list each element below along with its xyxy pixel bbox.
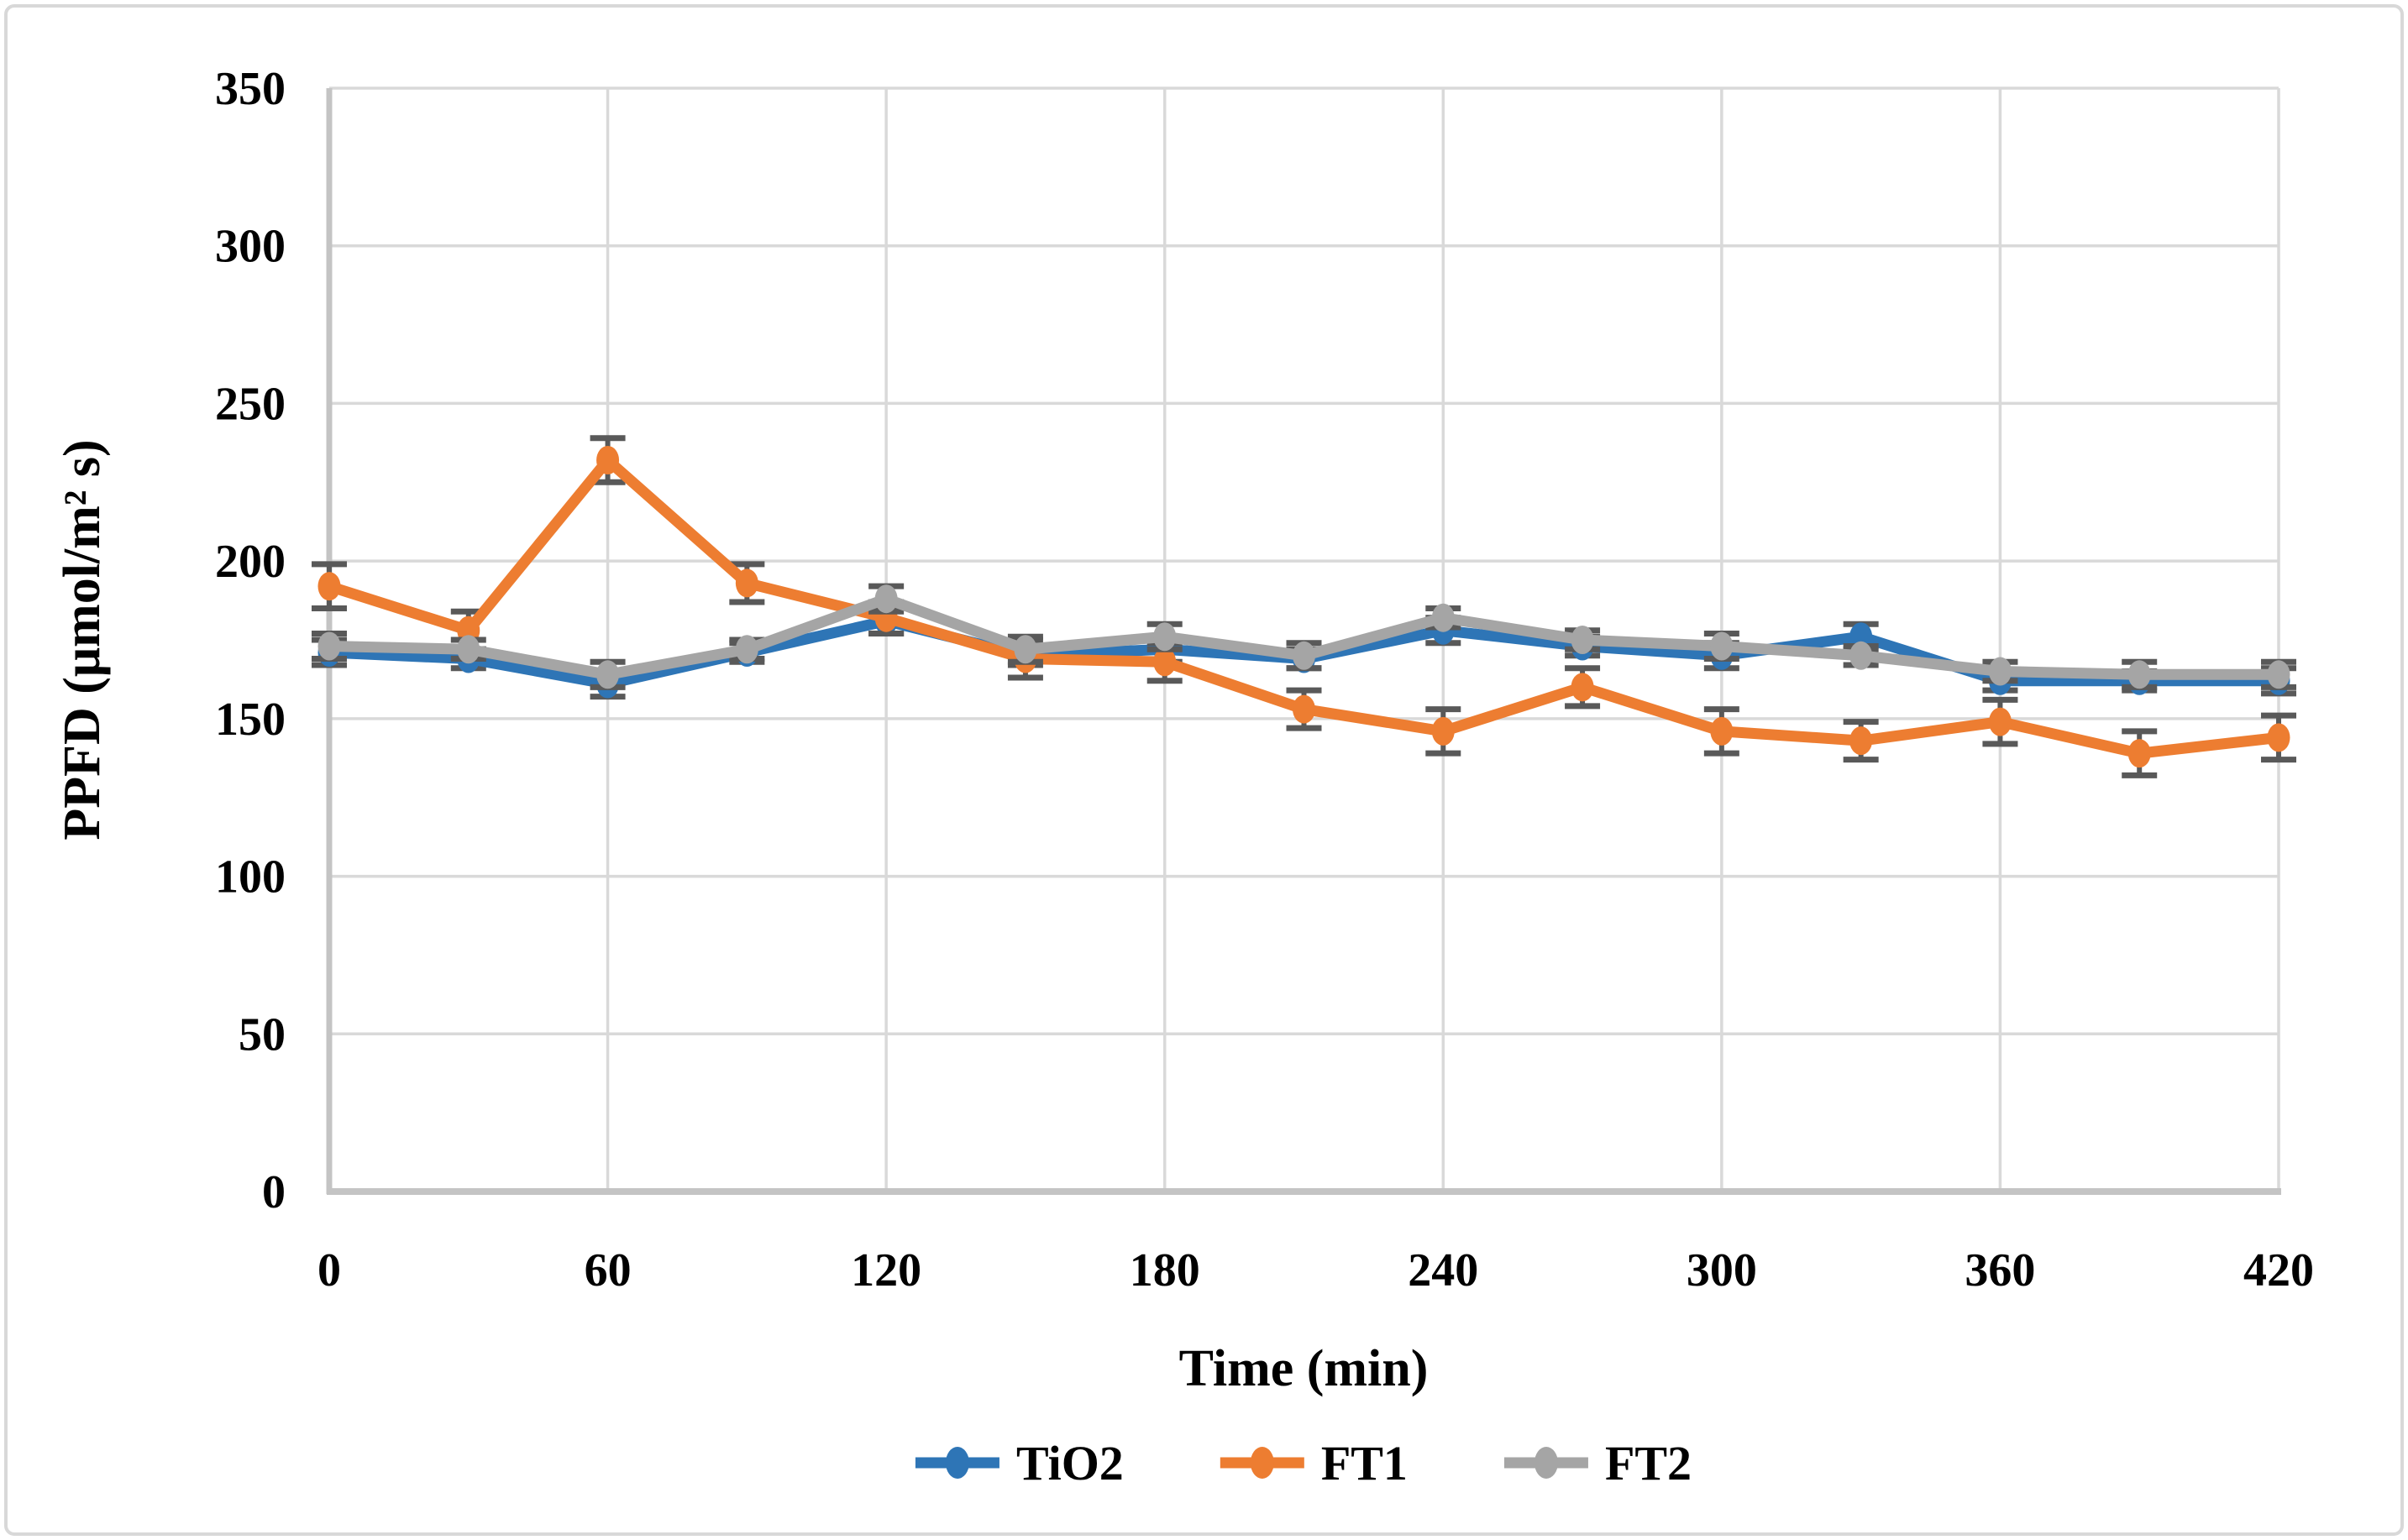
y-tick-label: 50 xyxy=(239,1008,286,1061)
legend-marker xyxy=(945,1447,969,1479)
legend-label: TiO2 xyxy=(1016,1436,1124,1490)
series-layer xyxy=(312,435,2296,778)
data-point-FT2 xyxy=(1153,622,1177,652)
y-tick-label: 150 xyxy=(215,694,286,746)
x-tick-label: 0 xyxy=(317,1244,341,1296)
data-point-FT2 xyxy=(1849,641,1873,670)
y-tick-label: 0 xyxy=(262,1166,286,1218)
data-point-FT2 xyxy=(457,635,480,664)
data-point-FT1 xyxy=(1431,716,1455,746)
y-tick-label: 250 xyxy=(215,378,286,430)
x-tick-label: 420 xyxy=(2243,1244,2314,1296)
data-point-FT2 xyxy=(1988,657,2012,686)
tick-layer: 0 50 100 150 200 250 300 350 0 60 120 180 240 300 360 4… xyxy=(215,63,2314,1296)
data-point-FT1 xyxy=(1710,716,1734,746)
data-point-FT1 xyxy=(2127,739,2151,768)
data-point-FT1 xyxy=(1153,647,1177,677)
x-tick-label: 120 xyxy=(851,1244,921,1296)
y-tick-label: 100 xyxy=(215,851,286,904)
legend-marker xyxy=(1250,1447,1274,1479)
legend-label: FT2 xyxy=(1605,1436,1692,1490)
data-point-FT2 xyxy=(317,631,341,661)
x-tick-label: 360 xyxy=(1965,1244,2035,1296)
x-axis-title: Time (min) xyxy=(1179,1340,1429,1397)
data-point-FT1 xyxy=(1293,694,1315,724)
data-point-FT2 xyxy=(1710,631,1734,661)
data-point-FT1 xyxy=(1988,707,2012,736)
data-point-FT1 xyxy=(317,572,341,601)
data-point-FT2 xyxy=(1014,635,1037,664)
data-point-FT2 xyxy=(1431,603,1455,632)
data-point-FT2 xyxy=(1571,626,1594,654)
figure-border xyxy=(4,4,2404,1536)
data-point-FT2 xyxy=(2127,660,2151,689)
x-tick-label: 240 xyxy=(1408,1244,1478,1296)
data-point-FT1 xyxy=(2267,723,2290,752)
data-point-FT2 xyxy=(1293,641,1315,670)
y-tick-label: 300 xyxy=(215,221,286,273)
data-point-FT2 xyxy=(596,660,620,689)
data-point-FT1 xyxy=(596,446,620,475)
data-point-FT1 xyxy=(1849,726,1873,756)
series-FT2 xyxy=(312,583,2296,690)
legend-item-TiO2: TiO2 xyxy=(915,1436,1124,1490)
x-tick-label: 180 xyxy=(1130,1244,1200,1296)
data-point-FT1 xyxy=(735,568,758,598)
data-point-FT2 xyxy=(2267,660,2290,689)
legend-item-FT2: FT2 xyxy=(1503,1436,1692,1490)
x-tick-label: 60 xyxy=(585,1244,632,1296)
y-tick-label: 350 xyxy=(215,63,286,115)
legend-item-FT1: FT1 xyxy=(1220,1436,1408,1490)
data-point-FT1 xyxy=(1571,673,1594,702)
legend-label: FT1 xyxy=(1321,1436,1408,1490)
legend: TiO2 FT1 FT2 xyxy=(915,1436,1692,1490)
data-point-FT2 xyxy=(874,584,898,614)
data-point-FT2 xyxy=(735,635,758,664)
legend-marker xyxy=(1534,1447,1558,1479)
x-tick-label: 300 xyxy=(1687,1244,1757,1296)
y-axis-title: PPFD (μmol/m² s) xyxy=(54,439,111,840)
y-tick-label: 200 xyxy=(215,536,286,588)
